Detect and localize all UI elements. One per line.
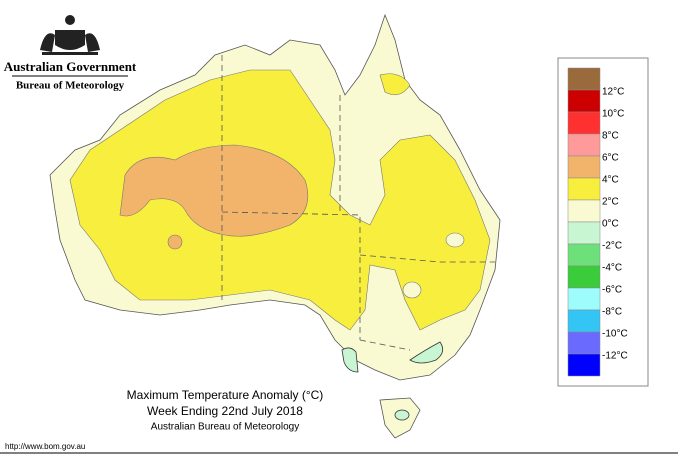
- map-title: Maximum Temperature Anomaly (°C): [127, 388, 324, 402]
- legend-swatch: [567, 67, 601, 91]
- url: http://www.bom.gov.au: [5, 442, 85, 451]
- cool-spot: [409, 341, 444, 364]
- legend-swatch: [567, 111, 601, 135]
- mild-spot: [402, 281, 422, 299]
- map-source: Australian Bureau of Meteorology: [151, 422, 299, 433]
- legend-label: -4°C: [602, 263, 622, 274]
- legend-swatch: [567, 243, 601, 267]
- mild-spot: [445, 232, 465, 248]
- legend-label: 2°C: [602, 197, 619, 208]
- legend-swatch: [567, 331, 601, 355]
- legend-label: -10°C: [602, 329, 628, 340]
- legend-label: 4°C: [602, 175, 619, 186]
- legend-swatch: [567, 221, 601, 245]
- legend-label: -8°C: [602, 307, 622, 318]
- legend-swatch: [567, 287, 601, 311]
- state-borders: [221, 55, 495, 351]
- legend: 12°C 10°C 8°C 6°C 4°C 2°C 0°C -2°C -4°C -6°C -8°C -…: [557, 57, 649, 387]
- cool-spot: [394, 409, 410, 421]
- legend-label: 6°C: [602, 153, 619, 164]
- agency-name: Australian Government: [4, 59, 137, 74]
- legend-swatch: [567, 133, 601, 157]
- legend-label: -2°C: [602, 241, 622, 252]
- legend-swatch: [567, 309, 601, 333]
- crest: [40, 15, 100, 55]
- legend-label: 12°C: [602, 87, 624, 98]
- hot-spot: [167, 234, 183, 250]
- legend-swatch: [567, 265, 601, 289]
- legend-label: 8°C: [602, 131, 619, 142]
- legend-swatch: [567, 155, 601, 179]
- map-subtitle: Week Ending 22nd July 2018: [147, 404, 303, 418]
- legend-swatch: [567, 199, 601, 223]
- legend-label: 0°C: [602, 219, 619, 230]
- legend-frame: [557, 57, 649, 387]
- cool-spot: [341, 347, 359, 373]
- legend-label: 10°C: [602, 109, 624, 120]
- legend-label: -6°C: [602, 285, 622, 296]
- bureau-name: Bureau of Meteorology: [16, 80, 125, 92]
- legend-swatch: [567, 89, 601, 113]
- australia-map: [49, 13, 501, 439]
- legend-label: -12°C: [602, 351, 628, 362]
- hot-region: [119, 144, 309, 237]
- legend-swatch: [567, 353, 601, 377]
- warm-cape: [379, 73, 411, 96]
- legend-swatch: [567, 177, 601, 201]
